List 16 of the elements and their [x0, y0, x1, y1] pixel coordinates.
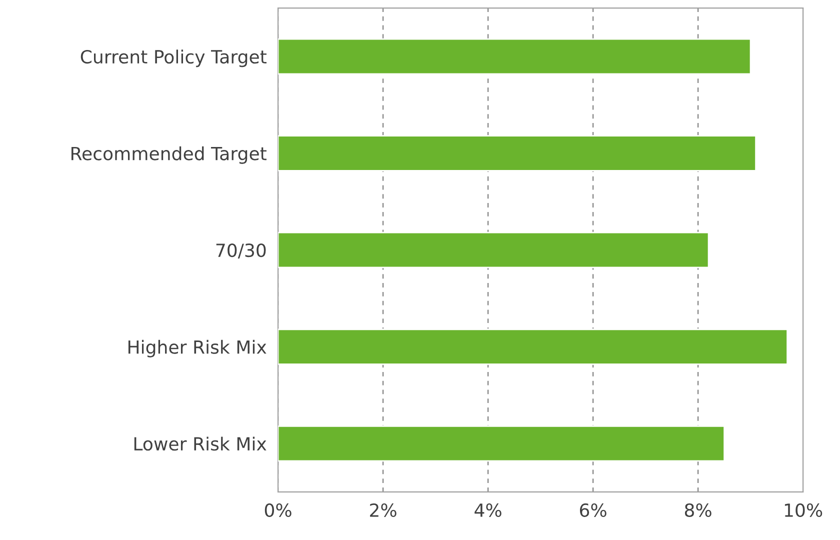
- bar: [278, 232, 710, 268]
- y-tick-label: Higher Risk Mix: [128, 340, 266, 358]
- bar: [278, 135, 756, 172]
- y-tick-label: Lower Risk Mix: [134, 436, 266, 451]
- x-tick-label: 0%: [264, 503, 292, 518]
- x-tick-label: 10%: [784, 503, 822, 518]
- bar: [278, 38, 752, 75]
- bar: [278, 328, 788, 365]
- y-tick-label: Recommended Target: [72, 146, 266, 164]
- x-tick-label: 6%: [580, 503, 606, 518]
- x-tick-label: 8%: [684, 503, 712, 518]
- y-tick-label: 70/30: [216, 243, 266, 259]
- x-tick-label: 2%: [370, 503, 396, 518]
- x-tick-label: 4%: [474, 503, 502, 518]
- bar: [278, 425, 725, 462]
- y-tick-label: Current Policy Target: [80, 50, 266, 68]
